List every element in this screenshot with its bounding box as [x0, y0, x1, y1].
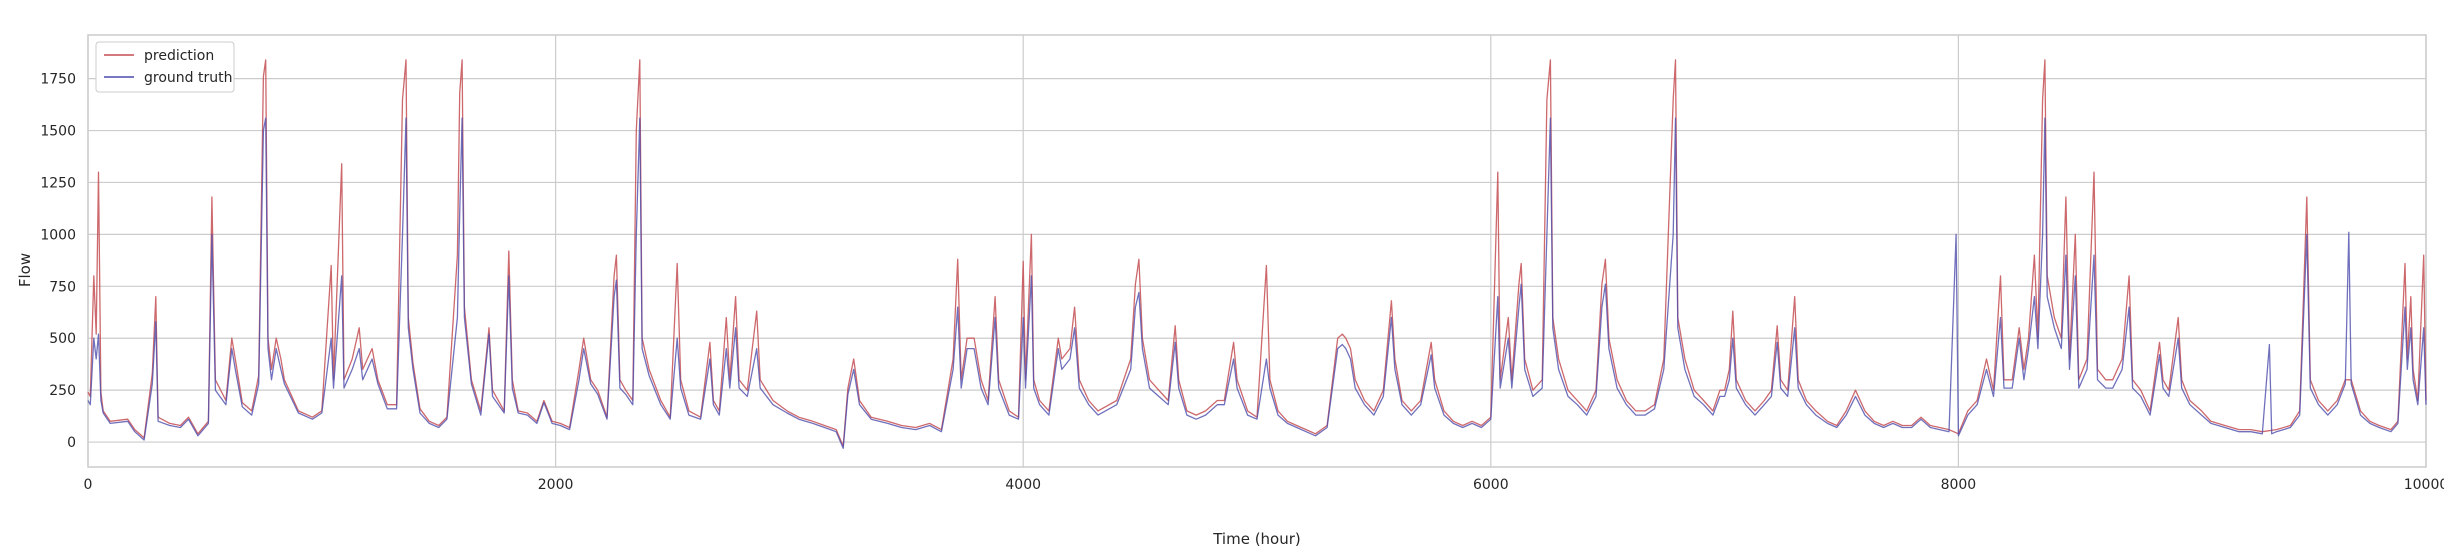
- plot-area: [87, 34, 2427, 468]
- x-tick-label: 8000: [1941, 477, 1977, 493]
- y-tick-label: 1500: [40, 124, 76, 140]
- x-tick-label: 0: [84, 477, 93, 493]
- x-tick-label: 10000: [2404, 477, 2444, 493]
- legend-label-ground-truth: ground truth: [144, 70, 232, 86]
- x-tick-label: 4000: [1005, 477, 1041, 493]
- series-line-ground-truth: [87, 117, 2427, 449]
- grid-lines: [87, 35, 2427, 467]
- series-lines: [87, 59, 2427, 449]
- y-axis-label: Flow: [16, 253, 34, 287]
- y-tick-label: 250: [49, 383, 76, 399]
- series-line-prediction: [87, 59, 2427, 447]
- x-axis-ticks: 0 2000 4000 6000 8000 10000: [84, 477, 2444, 493]
- y-tick-label: 1250: [40, 175, 76, 191]
- legend-label-prediction: prediction: [144, 48, 214, 64]
- y-tick-label: 0: [67, 435, 76, 451]
- y-tick-label: 1000: [40, 227, 76, 243]
- x-axis-label: Time (hour): [1212, 530, 1301, 548]
- y-axis-ticks: 0 250 500 750 1000 1250 1500 1750: [40, 72, 76, 451]
- y-tick-label: 1750: [40, 72, 76, 88]
- y-tick-label: 750: [49, 279, 76, 295]
- x-tick-label: 6000: [1473, 477, 1509, 493]
- x-tick-label: 2000: [538, 477, 574, 493]
- y-tick-label: 500: [49, 331, 76, 347]
- legend: prediction ground truth: [95, 41, 235, 93]
